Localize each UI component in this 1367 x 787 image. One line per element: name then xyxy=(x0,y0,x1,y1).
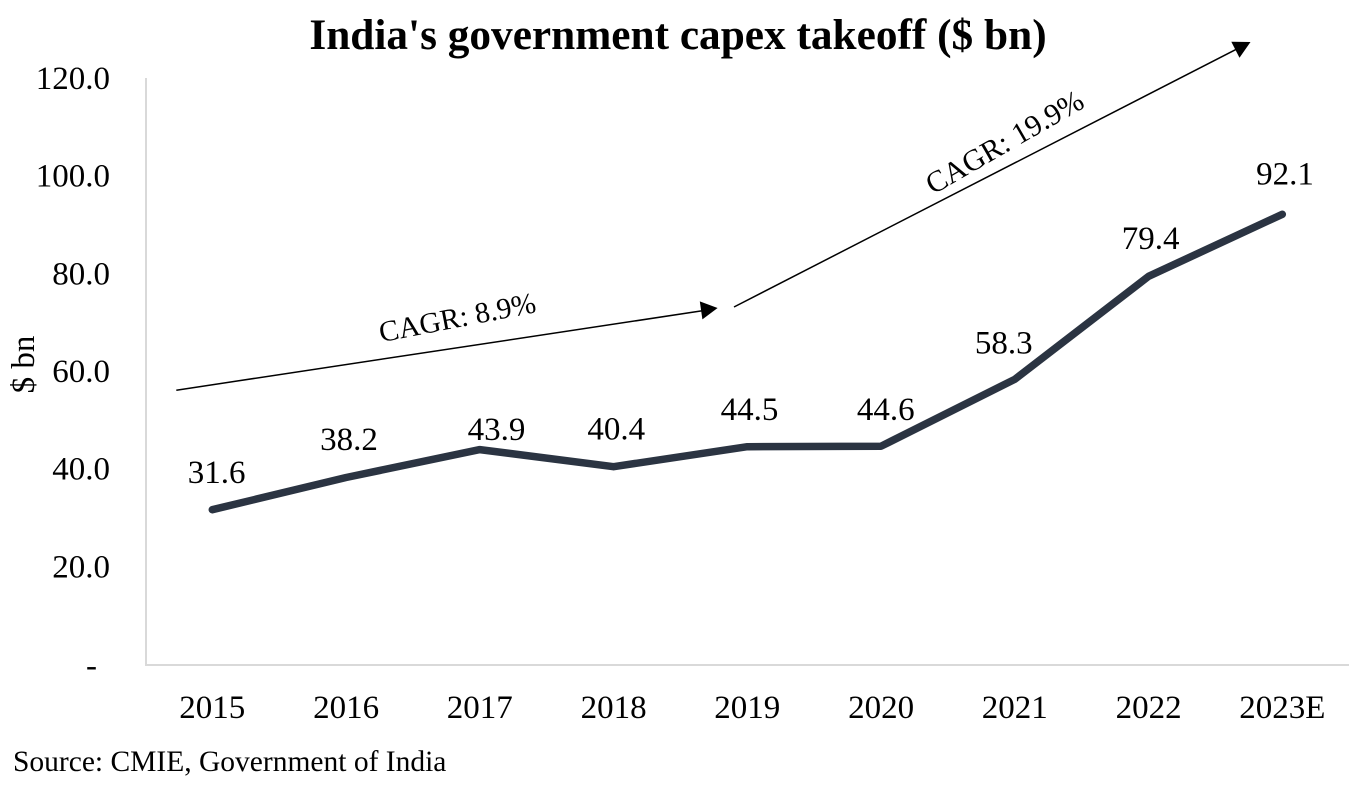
svg-text:India's government capex takeo: India's government capex takeoff ($ bn) xyxy=(309,11,1046,59)
svg-text:43.9: 43.9 xyxy=(468,412,526,448)
svg-text:58.3: 58.3 xyxy=(975,326,1033,362)
svg-text:120.0: 120.0 xyxy=(36,61,110,97)
svg-text:2021: 2021 xyxy=(982,690,1048,726)
svg-text:2019: 2019 xyxy=(714,690,780,726)
svg-text:Source: CMIE, Government of In: Source: CMIE, Government of India xyxy=(13,746,446,778)
svg-text:$ bn: $ bn xyxy=(6,336,42,394)
svg-text:40.4: 40.4 xyxy=(587,411,645,447)
svg-text:20.0: 20.0 xyxy=(52,549,110,585)
svg-text:60.0: 60.0 xyxy=(52,354,110,390)
svg-text:40.0: 40.0 xyxy=(52,452,110,488)
svg-text:100.0: 100.0 xyxy=(36,159,110,195)
svg-text:2018: 2018 xyxy=(581,690,647,726)
svg-text:31.6: 31.6 xyxy=(188,455,246,491)
svg-text:-: - xyxy=(86,648,97,684)
svg-text:79.4: 79.4 xyxy=(1122,221,1180,257)
svg-text:2020: 2020 xyxy=(848,690,914,726)
svg-text:80.0: 80.0 xyxy=(52,256,110,292)
svg-text:38.2: 38.2 xyxy=(320,422,378,458)
svg-text:2022: 2022 xyxy=(1116,690,1182,726)
svg-text:2016: 2016 xyxy=(313,690,379,726)
svg-text:2023E: 2023E xyxy=(1239,690,1325,726)
svg-text:44.6: 44.6 xyxy=(857,392,915,428)
svg-text:2017: 2017 xyxy=(447,690,513,726)
svg-text:2015: 2015 xyxy=(179,690,245,726)
svg-text:92.1: 92.1 xyxy=(1256,157,1314,193)
svg-text:44.5: 44.5 xyxy=(721,392,779,428)
